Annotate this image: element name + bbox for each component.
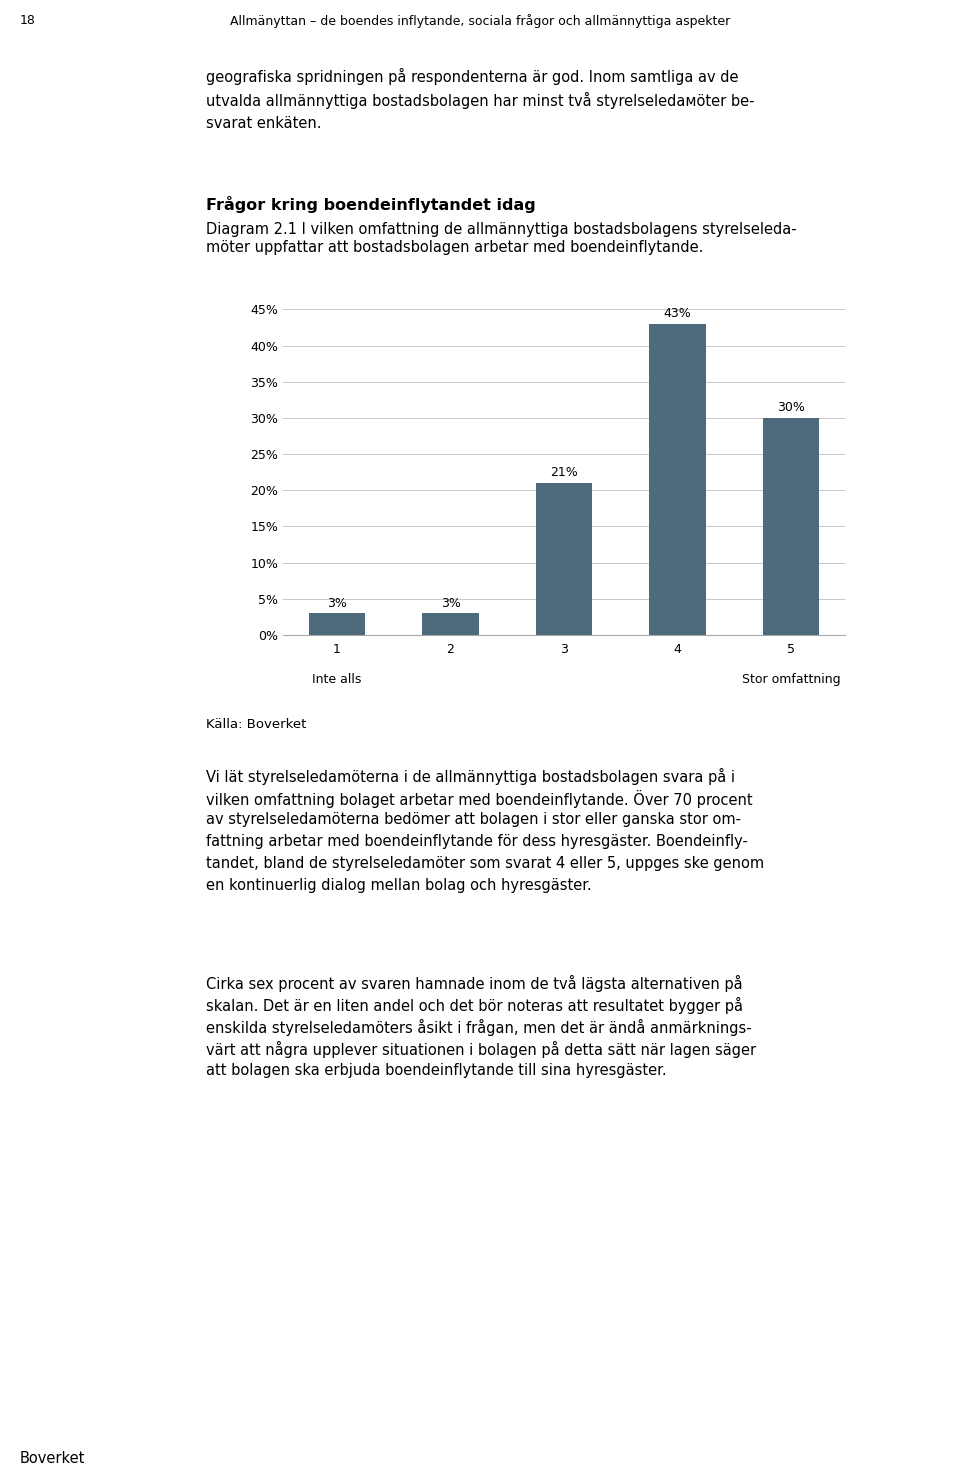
- Text: Inte alls: Inte alls: [312, 674, 362, 685]
- Text: Vi lät styrelseledamöterna i de allmännyttiga bostadsbolagen svara på i: Vi lät styrelseledamöterna i de allmänny…: [206, 768, 735, 786]
- Text: vilken omfattning bolaget arbetar med boendeinflytande. Över 70 procent: vilken omfattning bolaget arbetar med bo…: [206, 790, 753, 808]
- Text: möter uppfattar att bostadsbolagen arbetar med boendeinflytande.: möter uppfattar att bostadsbolagen arbet…: [206, 240, 704, 254]
- Bar: [762, 418, 819, 635]
- Text: 43%: 43%: [663, 307, 691, 321]
- Text: att bolagen ska erbjuda boendeinflytande till sina hyresgäster.: att bolagen ska erbjuda boendeinflytande…: [206, 1064, 667, 1078]
- Text: Allmänyttan – de boendes inflytande, sociala frågor och allmännyttiga aspekter: Allmänyttan – de boendes inflytande, soc…: [229, 15, 731, 28]
- Text: enskilda styrelseledamöters åsikt i frågan, men det är ändå anmärknings-: enskilda styrelseledamöters åsikt i fråg…: [206, 1019, 752, 1036]
- Text: utvalda allmännyttiga bostadsbolagen har minst två styrelseledaмöter be-: utvalda allmännyttiga bostadsbolagen har…: [206, 93, 755, 109]
- Text: Boverket: Boverket: [19, 1450, 84, 1467]
- Text: av styrelseledamöterna bedömer att bolagen i stor eller ganska stor om-: av styrelseledamöterna bedömer att bolag…: [206, 812, 741, 827]
- Text: en kontinuerlig dialog mellan bolag och hyresgäster.: en kontinuerlig dialog mellan bolag och …: [206, 878, 592, 893]
- Text: Diagram 2.1 I vilken omfattning de allmännyttiga bostadsbolagens styrelseleda-: Diagram 2.1 I vilken omfattning de allmä…: [206, 222, 797, 237]
- Bar: [649, 324, 706, 635]
- Text: värt att några upplever situationen i bolagen på detta sätt när lagen säger: värt att några upplever situationen i bo…: [206, 1041, 756, 1058]
- Text: Cirka sex procent av svaren hamnade inom de två lägsta alternativen på: Cirka sex procent av svaren hamnade inom…: [206, 975, 743, 991]
- Bar: [422, 613, 479, 635]
- Text: Källa: Boverket: Källa: Boverket: [206, 718, 307, 731]
- Text: 3%: 3%: [441, 597, 461, 609]
- Bar: [536, 482, 592, 635]
- Text: Frågor kring boendeinflytandet idag: Frågor kring boendeinflytandet idag: [206, 196, 536, 213]
- Text: 30%: 30%: [777, 402, 804, 415]
- Text: 18: 18: [19, 15, 36, 26]
- Text: skalan. Det är en liten andel och det bör noteras att resultatet bygger på: skalan. Det är en liten andel och det bö…: [206, 997, 743, 1014]
- Text: 3%: 3%: [327, 597, 347, 609]
- Text: Stor omfattning: Stor omfattning: [741, 674, 840, 685]
- Text: tandet, bland de styrelseledamöter som svarat 4 eller 5, uppges ske genom: tandet, bland de styrelseledamöter som s…: [206, 856, 764, 871]
- Text: geografiska spridningen på respondenterna är god. Inom samtliga av de: geografiska spridningen på respondentern…: [206, 68, 739, 85]
- Text: fattning arbetar med boendeinflytande för dess hyresgäster. Boendeinfly-: fattning arbetar med boendeinflytande fö…: [206, 834, 748, 849]
- Text: 21%: 21%: [550, 466, 578, 480]
- Bar: [309, 613, 366, 635]
- Text: svarat enkäten.: svarat enkäten.: [206, 116, 322, 131]
